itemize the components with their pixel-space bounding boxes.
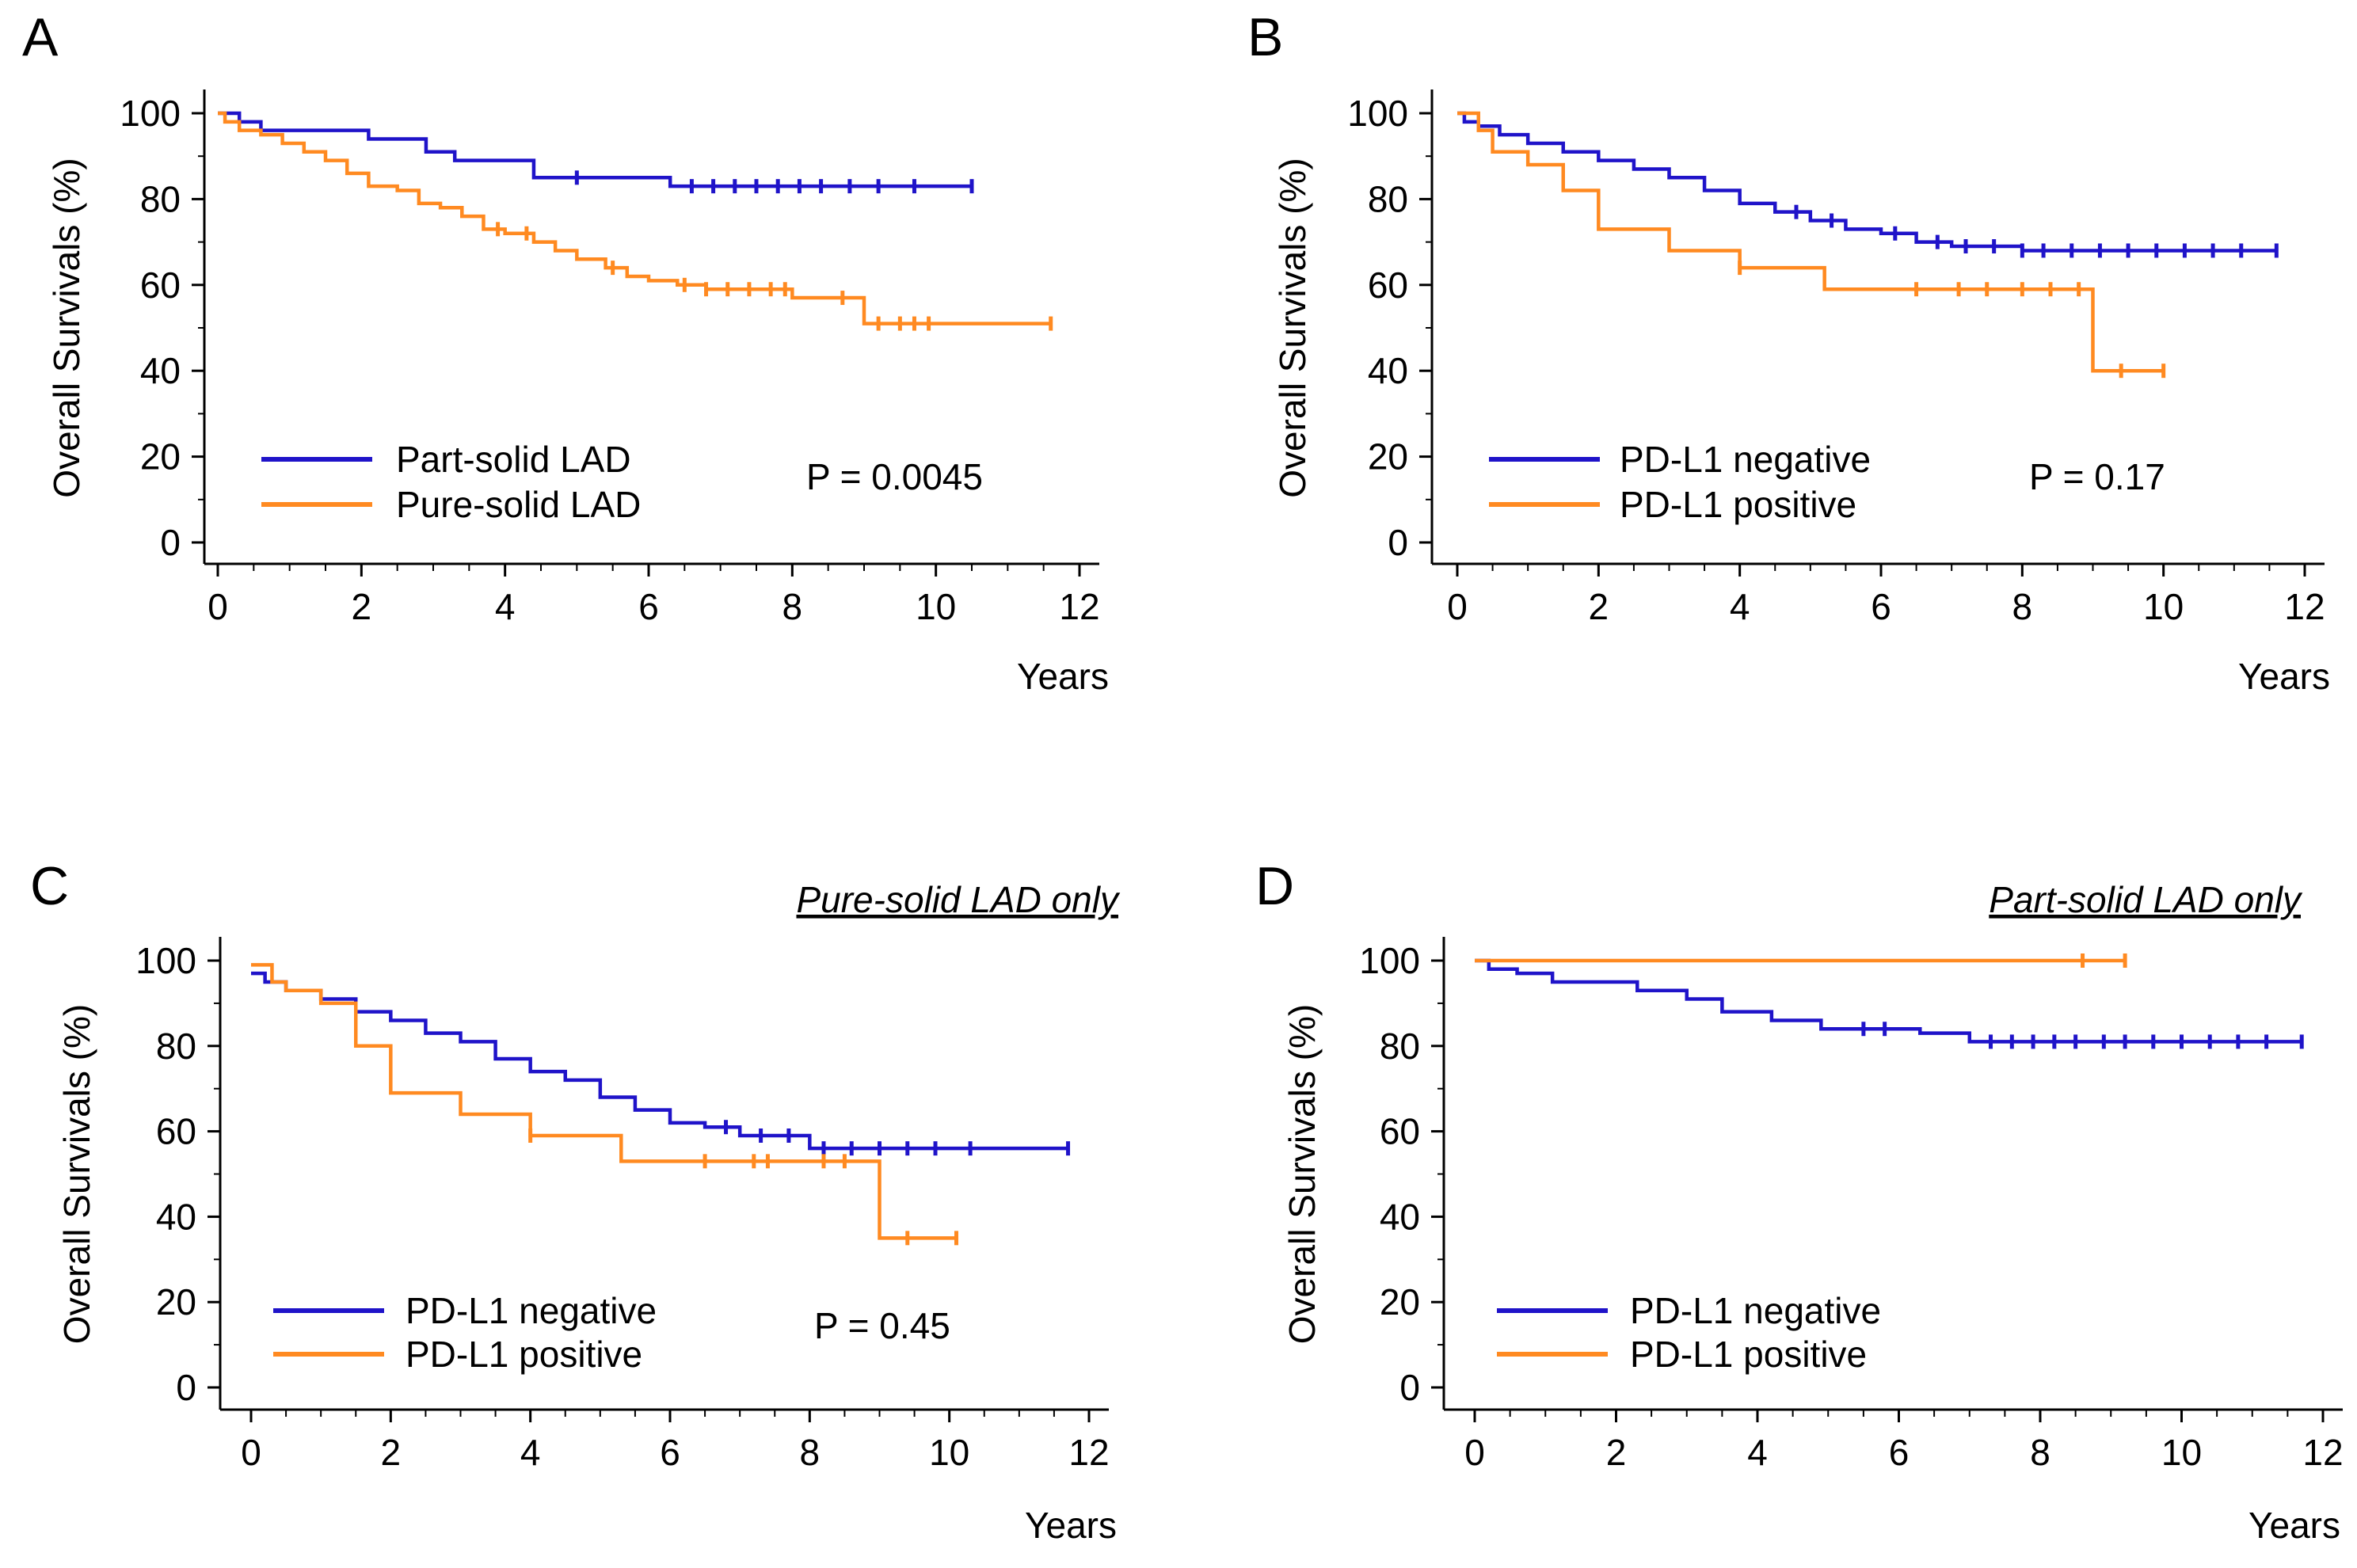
km-curve-pd-l1-positive: [251, 963, 957, 1240]
y-tick-label: 0: [1388, 522, 1408, 563]
x-tick-label: 6: [638, 586, 659, 627]
y-tick-label: 60: [1380, 1111, 1420, 1152]
y-tick-label: 100: [1359, 940, 1420, 981]
x-tick-label: 0: [1447, 586, 1468, 627]
x-tick-label: 0: [1464, 1432, 1485, 1473]
y-tick-label: 80: [1368, 178, 1408, 219]
panel-subtitle: Pure-solid LAD only: [796, 879, 1121, 920]
x-tick-label: 0: [208, 586, 228, 627]
x-tick-label: 10: [916, 586, 956, 627]
km-curve-pure-solid-lad: [218, 111, 1051, 325]
y-axis-title: Overall Survivals (%): [1272, 158, 1313, 497]
km-curve-pd-l1-positive: [1457, 111, 2164, 373]
x-tick-label: 10: [2161, 1432, 2202, 1473]
x-axis-title: Years: [1017, 656, 1109, 697]
x-tick-label: 12: [2284, 586, 2325, 627]
x-tick-label: 6: [1871, 586, 1891, 627]
x-tick-label: 10: [2143, 586, 2184, 627]
x-tick-label: 8: [2012, 586, 2033, 627]
x-tick-label: 12: [1068, 1432, 1109, 1473]
x-tick-label: 8: [2030, 1432, 2050, 1473]
panel-letter: D: [1255, 856, 1294, 916]
x-tick-label: 2: [1606, 1432, 1627, 1473]
panel-a: A 0 20 40 60 80 100 0 2 4 6 8 10 12 Years Overall Survi…: [22, 7, 1109, 697]
p-value: P = 0.17: [2029, 456, 2165, 497]
km-curve-pd-l1-negative: [1475, 958, 2302, 1044]
x-tick-label: 4: [1730, 586, 1750, 627]
panel-b: B 0 20 40 60 80 100 0 2 4 6 8 10 12 Years Overall Survi…: [1247, 7, 2330, 697]
legend-label: Part-solid LAD: [396, 439, 631, 480]
y-axis-title: Overall Survivals (%): [56, 1004, 97, 1344]
y-tick-label: 40: [156, 1196, 196, 1237]
p-value: P = 0.45: [814, 1305, 950, 1346]
x-tick-label: 6: [660, 1432, 680, 1473]
panel-c: C Pure-solid LAD only 0 20 40 60 80 100 0 2 4 6 8 10 1…: [30, 856, 1121, 1546]
y-tick-label: 60: [140, 265, 181, 306]
panel-d: D Part-solid LAD only 0 20 40 60 80 100 0 2 4 6 8 10 1…: [1255, 856, 2344, 1546]
legend-label: PD-L1 positive: [1620, 484, 1856, 525]
km-curve-part-solid-lad: [218, 111, 972, 188]
y-tick-label: 20: [1380, 1281, 1420, 1323]
y-tick-label: 0: [160, 522, 181, 563]
km-curve-pd-l1-negative: [251, 971, 1068, 1151]
p-value: P = 0.0045: [806, 456, 983, 497]
x-axis-title: Years: [1025, 1505, 1117, 1546]
legend-label: PD-L1 negative: [1630, 1290, 1881, 1331]
km-curve-pd-l1-negative: [1457, 111, 2277, 253]
y-tick-label: 40: [1368, 350, 1408, 391]
x-tick-label: 4: [1747, 1432, 1768, 1473]
y-tick-label: 20: [1368, 436, 1408, 478]
y-tick-label: 40: [140, 350, 181, 391]
y-tick-label: 0: [176, 1367, 196, 1408]
panel-letter: B: [1247, 7, 1283, 67]
panel-letter: C: [30, 856, 69, 916]
x-tick-label: 8: [782, 586, 803, 627]
x-tick-label: 2: [352, 586, 372, 627]
y-tick-label: 100: [1347, 93, 1408, 134]
y-tick-label: 40: [1380, 1196, 1420, 1237]
panel-subtitle: Part-solid LAD only: [1989, 879, 2303, 920]
legend-label: PD-L1 positive: [406, 1334, 642, 1375]
legend-label: Pure-solid LAD: [396, 484, 641, 525]
legend-label: PD-L1 negative: [1620, 439, 1871, 480]
y-axis-title: Overall Survivals (%): [46, 158, 87, 497]
y-tick-label: 60: [1368, 265, 1408, 306]
x-axis-title: Years: [2248, 1505, 2340, 1546]
y-tick-label: 0: [1399, 1367, 1420, 1408]
y-tick-label: 20: [156, 1281, 196, 1323]
legend-label: PD-L1 positive: [1630, 1334, 1867, 1375]
x-tick-label: 10: [929, 1432, 969, 1473]
y-tick-label: 100: [120, 93, 181, 134]
y-tick-label: 80: [156, 1026, 196, 1067]
x-tick-label: 8: [800, 1432, 821, 1473]
y-axis-title: Overall Survivals (%): [1281, 1004, 1323, 1344]
x-tick-label: 12: [2302, 1432, 2343, 1473]
x-tick-label: 4: [495, 586, 516, 627]
x-tick-label: 6: [1889, 1432, 1910, 1473]
x-tick-label: 2: [1589, 586, 1609, 627]
x-tick-label: 4: [520, 1432, 541, 1473]
x-tick-label: 0: [241, 1432, 261, 1473]
legend-label: PD-L1 negative: [406, 1290, 657, 1331]
y-tick-label: 80: [1380, 1026, 1420, 1067]
y-tick-label: 80: [140, 178, 181, 219]
x-tick-label: 2: [381, 1432, 402, 1473]
x-axis-title: Years: [2238, 656, 2330, 697]
y-tick-label: 100: [135, 940, 196, 981]
x-tick-label: 12: [1059, 586, 1099, 627]
panel-letter: A: [22, 7, 59, 67]
y-tick-label: 60: [156, 1111, 196, 1152]
y-tick-label: 20: [140, 436, 181, 478]
